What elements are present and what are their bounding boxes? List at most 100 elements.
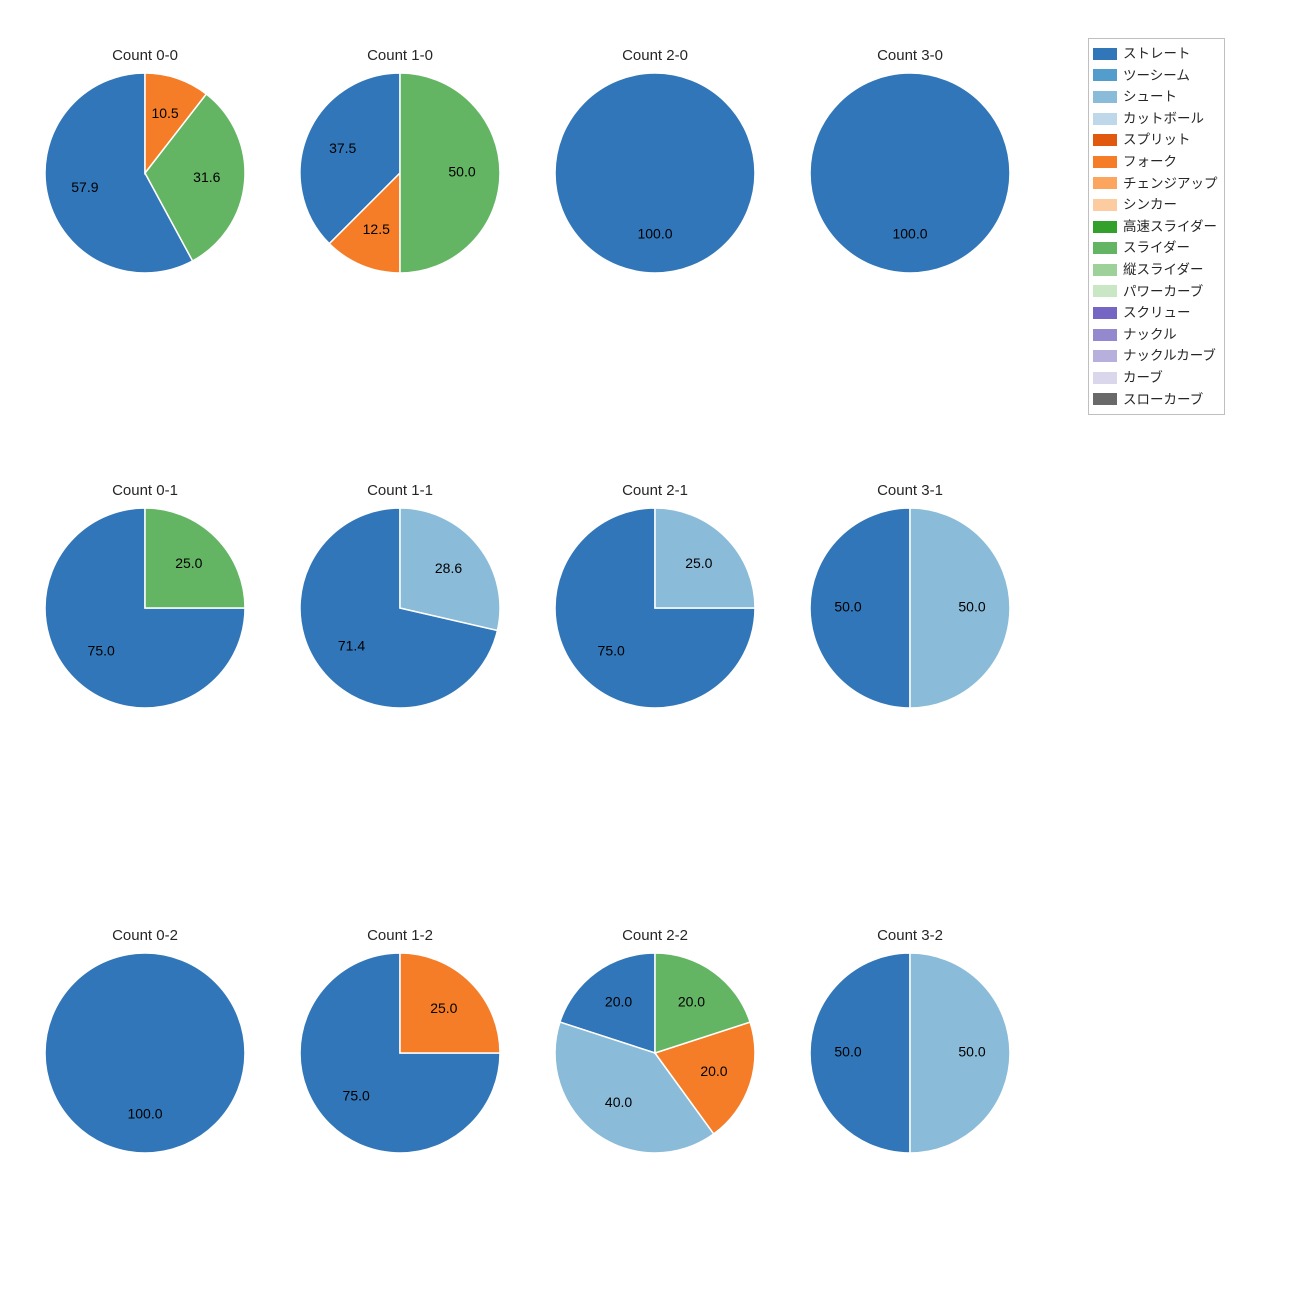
slice-value-label: 57.9 [71,179,98,195]
legend-swatch [1093,372,1117,384]
legend-swatch [1093,393,1117,405]
legend-swatch [1093,285,1117,297]
subplot-title: Count 2-2 [550,927,760,944]
subplot-title: Count 0-1 [40,482,250,499]
subplot-title: Count 1-0 [295,47,505,64]
legend-item: シュート [1093,86,1218,108]
pie-subplot: Count 0-2100.0 [40,945,250,1158]
subplot-title: Count 1-1 [295,482,505,499]
legend-label: カーブ [1123,367,1163,389]
legend-item: シンカー [1093,194,1218,216]
subplot-title: Count 1-2 [295,927,505,944]
pie-slice [45,953,245,1153]
legend-label: スプリット [1123,129,1191,151]
legend-item: カーブ [1093,367,1218,389]
subplot-title: Count 0-2 [40,927,250,944]
legend-label: シンカー [1123,194,1177,216]
slice-value-label: 40.0 [605,1094,632,1110]
legend-item: ストレート [1093,43,1218,65]
legend-label: フォーク [1123,151,1177,173]
pie-subplot: Count 2-175.025.0 [550,500,760,713]
legend-label: ナックル [1123,324,1177,346]
pie-slice [810,73,1010,273]
legend-label: パワーカーブ [1123,281,1203,303]
legend-item: カットボール [1093,108,1218,130]
pie-chart: 75.0 25.0 [40,503,250,713]
legend-item: ナックルカーブ [1093,345,1218,367]
pie-chart: 71.4 28.6 [295,503,505,713]
legend-swatch [1093,329,1117,341]
pie-chart: 100.0 [550,68,760,278]
slice-value-label: 100.0 [892,226,927,242]
legend-item: チェンジアップ [1093,173,1218,195]
pie-subplot: Count 2-220.040.020.020.0 [550,945,760,1158]
legend-swatch [1093,221,1117,233]
slice-value-label: 50.0 [958,1044,985,1060]
legend-item: スプリット [1093,129,1218,151]
pie-subplot: Count 1-037.512.550.0 [295,65,505,278]
slice-value-label: 20.0 [678,994,705,1010]
slice-value-label: 10.5 [151,105,178,121]
legend-label: ストレート [1123,43,1191,65]
legend-label: スローカーブ [1123,389,1203,411]
pie-chart: 75.0 25.0 [550,503,760,713]
legend-label: スクリュー [1123,302,1191,324]
pie-chart: 100.0 [40,948,250,1158]
legend-item: 縦スライダー [1093,259,1218,281]
slice-value-label: 12.5 [363,221,390,237]
legend-item: フォーク [1093,151,1218,173]
slice-value-label: 100.0 [127,1106,162,1122]
legend-swatch [1093,134,1117,146]
slice-value-label: 75.0 [598,643,625,659]
legend-label: ナックルカーブ [1123,345,1216,367]
pie-subplot: Count 3-250.050.0 [805,945,1015,1158]
slice-value-label: 37.5 [329,140,356,156]
legend-item: ナックル [1093,324,1218,346]
pie-chart: 100.0 [805,68,1015,278]
pie-chart: 37.5 12.5 50.0 [295,68,505,278]
legend-swatch [1093,156,1117,168]
pie-subplot: Count 1-171.428.6 [295,500,505,713]
pie-subplot: Count 0-057.931.610.5 [40,65,250,278]
legend-swatch [1093,199,1117,211]
legend-swatch [1093,48,1117,60]
subplot-title: Count 3-0 [805,47,1015,64]
slice-value-label: 28.6 [435,560,462,576]
legend-swatch [1093,91,1117,103]
slice-value-label: 25.0 [430,1000,457,1016]
slice-value-label: 50.0 [834,599,861,615]
legend-label: 縦スライダー [1123,259,1203,281]
slice-value-label: 50.0 [834,1044,861,1060]
slice-value-label: 25.0 [685,555,712,571]
pie-subplot: Count 0-175.025.0 [40,500,250,713]
legend-item: ツーシーム [1093,65,1218,87]
legend-swatch [1093,113,1117,125]
legend-swatch [1093,242,1117,254]
legend-swatch [1093,69,1117,81]
legend-swatch [1093,177,1117,189]
slice-value-label: 20.0 [605,994,632,1010]
legend-label: 高速スライダー [1123,216,1217,238]
legend-item: スローカーブ [1093,389,1218,411]
pie-chart: 50.050.0 [805,503,1015,713]
legend-label: スライダー [1123,237,1190,259]
pie-subplot: Count 3-150.050.0 [805,500,1015,713]
subplot-title: Count 3-2 [805,927,1015,944]
slice-value-label: 25.0 [175,555,202,571]
slice-value-label: 75.0 [88,643,115,659]
legend-item: スクリュー [1093,302,1218,324]
legend: ストレートツーシームシュートカットボールスプリットフォークチェンジアップシンカー… [1088,38,1225,415]
pie-subplot: Count 2-0100.0 [550,65,760,278]
legend-swatch [1093,264,1117,276]
pie-chart: 57.9 31.6 10.5 [40,68,250,278]
pie-slice [555,73,755,273]
slice-value-label: 31.6 [193,169,220,185]
legend-label: カットボール [1123,108,1204,130]
slice-value-label: 20.0 [700,1063,727,1079]
pie-subplot: Count 1-275.025.0 [295,945,505,1158]
legend-item: 高速スライダー [1093,216,1218,238]
pie-chart: 20.0 40.0 20.0 20.0 [550,948,760,1158]
slice-value-label: 50.0 [448,164,475,180]
slice-value-label: 71.4 [338,637,365,653]
slice-value-label: 75.0 [343,1088,370,1104]
